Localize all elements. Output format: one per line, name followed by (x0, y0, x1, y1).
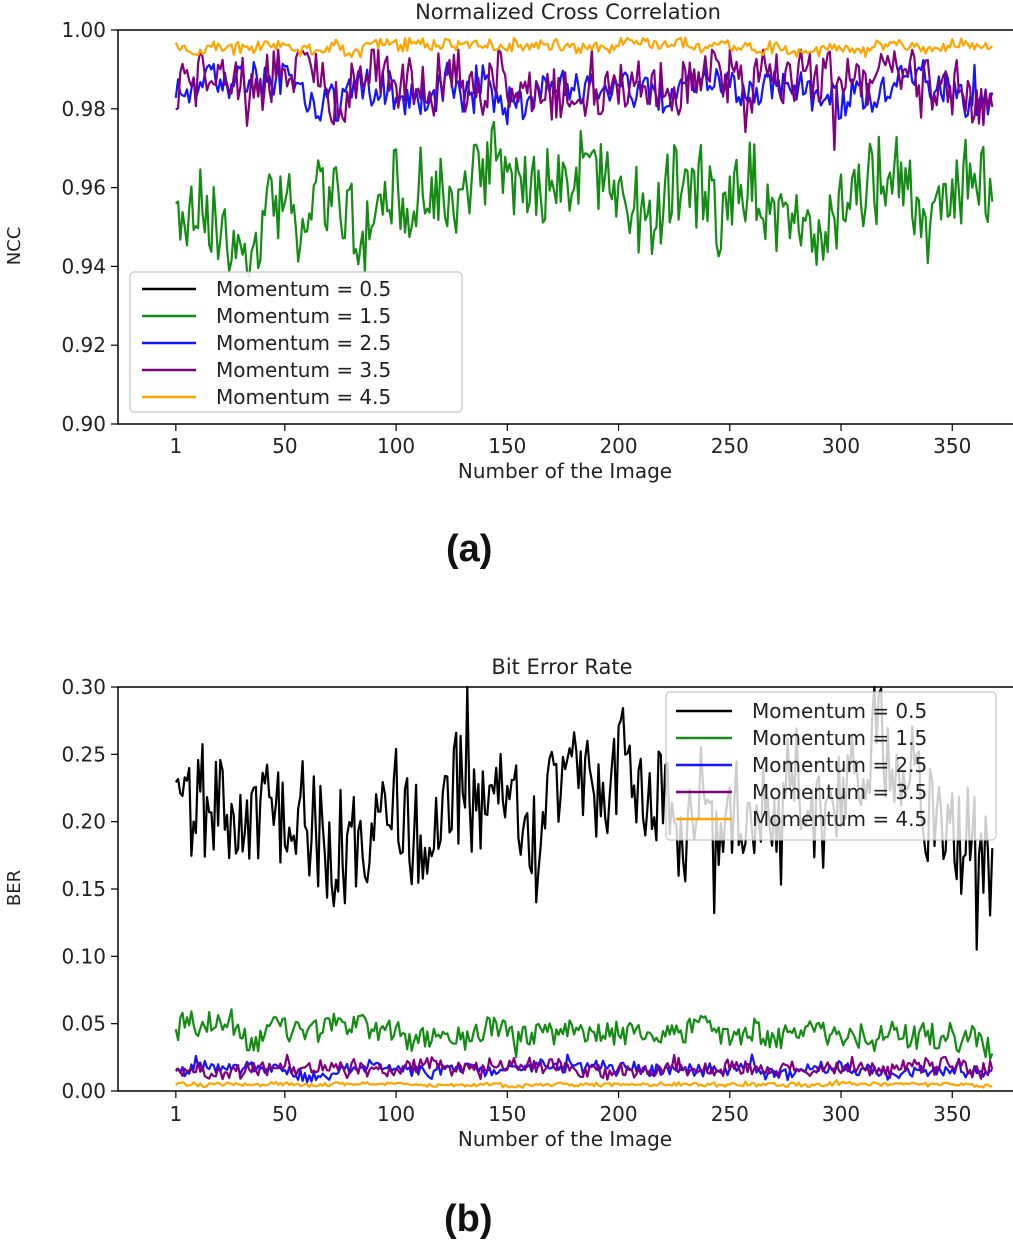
y-tick-label: 0.94 (61, 254, 106, 278)
figure-caption-a: (a) (446, 528, 493, 570)
legend-item: Momentum = 4.5 (676, 807, 927, 831)
legend-item: Momentum = 3.5 (676, 780, 927, 804)
x-tick-label: 150 (488, 434, 526, 458)
ncc-chart: Normalized Cross Correlation 0.900.920.9… (4, 0, 1013, 483)
chart-title: Normalized Cross Correlation (415, 0, 721, 24)
legend-item: Momentum = 1.5 (142, 304, 391, 328)
y-tick-label: 0.20 (61, 810, 106, 834)
y-tick-label: 0.05 (61, 1012, 106, 1036)
series-line-35 (174, 1053, 994, 1081)
legend-label: Momentum = 4.5 (216, 385, 391, 409)
figure-caption-b: (b) (444, 1198, 493, 1240)
series-line-45 (175, 1079, 993, 1089)
series-line-15 (175, 120, 994, 278)
y-tick-label: 0.30 (61, 675, 106, 699)
x-tick-label: 100 (377, 434, 415, 458)
legend-item: Momentum = 3.5 (142, 358, 391, 382)
legend-item: Momentum = 2.5 (142, 331, 391, 355)
ber-series-group (174, 685, 994, 1089)
y-axis-label: NCC (4, 227, 25, 266)
series-line-35 (175, 48, 994, 152)
series-line-15 (174, 1008, 994, 1061)
x-tick-label: 300 (822, 1102, 860, 1126)
y-tick-label: 0.96 (61, 176, 106, 200)
legend-label: Momentum = 2.5 (216, 331, 391, 355)
y-tick-label: 0.98 (61, 97, 106, 121)
series-line-25 (174, 58, 994, 126)
legend-label: Momentum = 0.5 (752, 699, 927, 723)
x-tick-label: 50 (272, 1102, 297, 1126)
x-tick-label: 350 (933, 1102, 971, 1126)
x-tick-label: 1 (169, 1102, 182, 1126)
y-tick-label: 0.92 (61, 333, 106, 357)
x-tick-label: 250 (711, 434, 749, 458)
y-tick-label: 0.90 (61, 412, 106, 436)
x-tick-label: 150 (488, 1102, 526, 1126)
y-axis: 0.90 0.92 0.94 0.96 0.98 1.00 (61, 18, 118, 436)
series-line-45 (174, 36, 994, 59)
x-tick-label: 300 (822, 434, 860, 458)
x-tick-label: 200 (599, 434, 637, 458)
legend-label: Momentum = 1.5 (216, 304, 391, 328)
plot-frame (117, 29, 1013, 425)
y-tick-label: 0.15 (61, 877, 106, 901)
x-tick-label: 1 (169, 434, 182, 458)
legend-item: Momentum = 4.5 (142, 385, 391, 409)
y-tick-label: 0.00 (61, 1079, 106, 1103)
legend: Momentum = 0.5 Momentum = 1.5 Momentum =… (665, 691, 997, 841)
x-axis-label: Number of the Image (458, 459, 672, 483)
legend: Momentum = 0.5 Momentum = 1.5 Momentum =… (129, 271, 463, 413)
chart-title: Bit Error Rate (491, 655, 632, 679)
ncc-series-group (174, 36, 994, 278)
legend-label: Momentum = 4.5 (752, 807, 927, 831)
legend-label: Momentum = 1.5 (752, 726, 927, 750)
y-tick-label: 1.00 (61, 18, 106, 42)
legend-box (665, 691, 997, 841)
y-axis: 0.00 0.05 0.10 0.15 0.20 0.25 0.30 (61, 675, 118, 1103)
legend-item: Momentum = 0.5 (676, 699, 927, 723)
legend-label: Momentum = 2.5 (752, 753, 927, 777)
y-axis-label: BER (4, 870, 25, 906)
ber-chart: Bit Error Rate 0.000.050.100.150.200.250… (4, 655, 1013, 1151)
x-axis: 1 50 100 150 200 250 300 350 (169, 424, 971, 458)
x-tick-label: 50 (272, 434, 297, 458)
legend-item: Momentum = 0.5 (142, 277, 391, 301)
legend-item: Momentum = 2.5 (676, 753, 927, 777)
y-tick-label: 0.25 (61, 742, 106, 766)
y-tick-label: 0.10 (61, 944, 106, 968)
legend-label: Momentum = 3.5 (752, 780, 927, 804)
x-tick-label: 250 (711, 1102, 749, 1126)
x-tick-label: 100 (377, 1102, 415, 1126)
x-axis-label: Number of the Image (458, 1127, 672, 1151)
legend-label: Momentum = 0.5 (216, 277, 391, 301)
x-tick-label: 350 (933, 434, 971, 458)
x-axis: 1 50 100 150 200 250 300 350 (169, 1091, 971, 1126)
legend-box (129, 271, 463, 413)
x-tick-label: 200 (599, 1102, 637, 1126)
legend-item: Momentum = 1.5 (676, 726, 927, 750)
legend-label: Momentum = 3.5 (216, 358, 391, 382)
